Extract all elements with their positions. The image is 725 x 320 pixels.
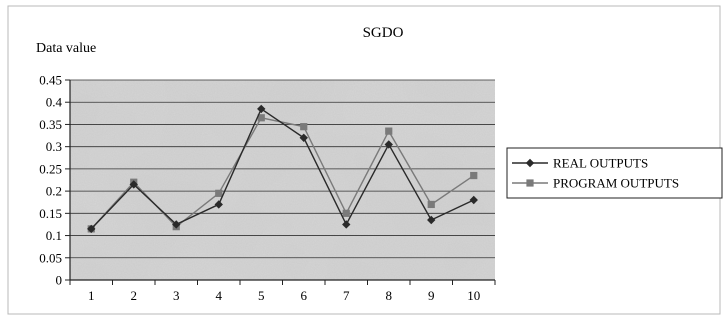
series-line (90, 107, 475, 230)
chart-title: SGDO (363, 25, 404, 41)
data-point (427, 200, 435, 209)
x-tick-label: 8 (386, 288, 393, 303)
data-point (342, 220, 351, 229)
x-tick-label: 2 (131, 288, 138, 303)
data-point (215, 189, 223, 197)
x-tick-labels: 1 2 3 4 5 6 7 8 9 10 (88, 288, 480, 303)
data-point (384, 140, 393, 149)
x-tick-label: 10 (467, 288, 480, 303)
y-tick-labels: 0 0.05 0.1 0.15 0.2 0.25 0.3 0.35 0.4 0.45 (39, 73, 62, 288)
legend-marker (525, 158, 535, 168)
y-tick-label: 0.2 (46, 184, 62, 199)
legend-marker (526, 179, 534, 187)
series-real-outputs (87, 104, 478, 234)
data-point (427, 215, 436, 225)
gridlines (65, 79, 495, 281)
legend-label: PROGRAM OUTPUTS (553, 176, 679, 191)
data-point (172, 220, 181, 229)
data-point (300, 123, 308, 131)
x-tick-label: 3 (173, 288, 180, 303)
x-tick-label: 1 (88, 288, 95, 303)
data-point (385, 127, 393, 135)
y-axis-label: Data value (36, 41, 96, 56)
x-tick-label: 7 (343, 288, 350, 303)
y-tick-label: 0.45 (39, 73, 62, 88)
axes (69, 80, 496, 285)
legend-label: REAL OUTPUTS (553, 156, 648, 171)
data-point (214, 200, 223, 209)
data-point (342, 209, 350, 217)
plot-area (70, 80, 495, 280)
y-tick-label: 0.15 (39, 206, 62, 221)
legend: REAL OUTPUTS PROGRAM OUTPUTS (506, 147, 723, 199)
y-tick-label: 0.4 (46, 95, 63, 110)
y-tick-label: 0.25 (39, 161, 62, 176)
legend-box (506, 147, 723, 199)
data-point (129, 180, 138, 189)
y-tick-label: 0.35 (39, 117, 62, 132)
data-point (470, 171, 478, 180)
x-tick-label: 9 (428, 288, 435, 303)
data-point (257, 104, 266, 114)
series-lines (87, 104, 478, 234)
data-point (257, 114, 265, 122)
y-tick-label: 0 (56, 273, 63, 288)
data-point (87, 224, 96, 234)
y-tick-label: 0.05 (39, 250, 62, 265)
y-tick-label: 0.1 (46, 228, 62, 243)
y-tick-label: 0.3 (46, 139, 62, 154)
x-tick-label: 5 (258, 288, 265, 303)
data-point (299, 133, 308, 142)
x-tick-label: 6 (301, 288, 308, 303)
x-tick-label: 4 (216, 288, 223, 303)
data-point (469, 195, 478, 205)
